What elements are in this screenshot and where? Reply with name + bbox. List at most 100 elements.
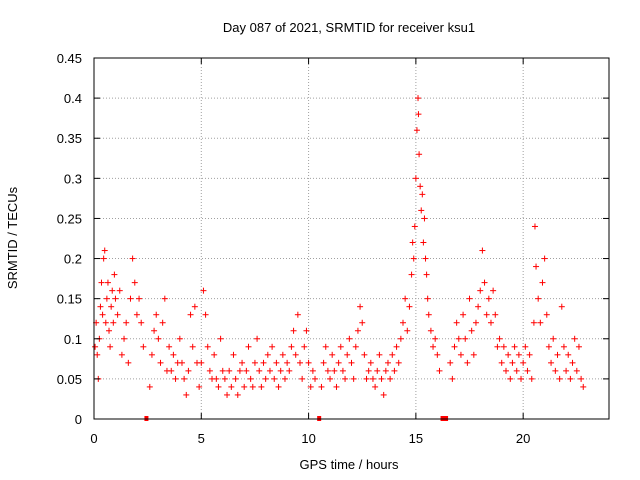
data-point (236, 367, 243, 374)
x-tick-label: 10 (301, 431, 315, 446)
chart-title: Day 087 of 2021, SRMTID for receiver ksu… (223, 20, 475, 35)
data-point (419, 191, 426, 198)
data-point (477, 287, 484, 294)
data-point (384, 359, 391, 366)
data-point (157, 359, 164, 366)
data-point (337, 343, 344, 350)
data-point (490, 287, 497, 294)
data-point (185, 367, 192, 374)
data-point (372, 383, 379, 390)
data-point (415, 111, 422, 118)
data-point (511, 343, 518, 350)
data-point (483, 311, 490, 318)
data-point (290, 327, 297, 334)
data-point (408, 271, 415, 278)
data-point (412, 175, 419, 182)
data-point (241, 383, 248, 390)
data-point (324, 367, 331, 374)
data-point (269, 343, 276, 350)
data-point (181, 375, 188, 382)
data-point (243, 367, 250, 374)
data-point (331, 367, 338, 374)
data-point (103, 295, 110, 302)
data-point (258, 383, 265, 390)
data-point (342, 375, 349, 382)
data-point (533, 263, 540, 270)
data-point (206, 367, 213, 374)
data-point (528, 375, 535, 382)
data-point (329, 351, 336, 358)
data-point (460, 311, 467, 318)
data-point (254, 335, 261, 342)
y-tick-label: 0.15 (57, 292, 82, 307)
y-axis-label: SRMTID / TECUs (5, 186, 20, 289)
data-point (374, 367, 381, 374)
data-point (286, 367, 293, 374)
grid (94, 58, 609, 419)
data-point (526, 351, 533, 358)
data-point (249, 383, 256, 390)
data-point (468, 327, 475, 334)
data-point (518, 375, 525, 382)
data-point (111, 271, 118, 278)
y-tick-label: 0.35 (57, 131, 82, 146)
data-point (361, 351, 368, 358)
data-point (507, 375, 514, 382)
data-point (221, 375, 228, 382)
data-point (230, 351, 237, 358)
data-point (513, 367, 520, 374)
data-point (245, 343, 252, 350)
data-point (344, 351, 351, 358)
data-point (462, 335, 469, 342)
data-point (97, 303, 104, 310)
axis-ticks: 0 0.05 0.1 0.15 0.2 0.25 0.3 0.35 0.4 0.45 0 5 10 15 2… (57, 51, 609, 446)
data-point (515, 351, 522, 358)
data-point (335, 359, 342, 366)
data-point (102, 319, 109, 326)
data-point (106, 327, 113, 334)
data-point (148, 351, 155, 358)
data-point (531, 223, 538, 230)
data-points (92, 95, 587, 398)
data-point (112, 295, 119, 302)
data-point (424, 295, 431, 302)
data-point (524, 367, 531, 374)
data-point (333, 383, 340, 390)
data-point (109, 287, 116, 294)
data-point (472, 319, 479, 326)
data-point (466, 295, 473, 302)
data-point (359, 319, 366, 326)
data-point (320, 359, 327, 366)
data-point (346, 335, 353, 342)
data-point (224, 391, 231, 398)
data-point (395, 359, 402, 366)
data-point (110, 319, 117, 326)
data-point (262, 375, 269, 382)
data-point (432, 335, 439, 342)
data-point (99, 311, 106, 318)
data-point (309, 367, 316, 374)
data-point (575, 343, 582, 350)
data-point (294, 311, 301, 318)
data-point (352, 343, 359, 350)
data-point (138, 319, 145, 326)
data-point (410, 255, 417, 262)
data-point (215, 383, 222, 390)
data-point (496, 335, 503, 342)
data-point (299, 375, 306, 382)
data-point (172, 375, 179, 382)
data-point (552, 367, 559, 374)
data-point (275, 383, 282, 390)
data-point (213, 375, 220, 382)
data-point (569, 359, 576, 366)
data-point (369, 375, 376, 382)
data-point (406, 303, 413, 310)
data-point (418, 207, 425, 214)
data-point (520, 359, 527, 366)
data-point (123, 319, 130, 326)
data-point (354, 327, 361, 334)
data-point (541, 255, 548, 262)
data-point (550, 335, 557, 342)
data-point (234, 391, 241, 398)
